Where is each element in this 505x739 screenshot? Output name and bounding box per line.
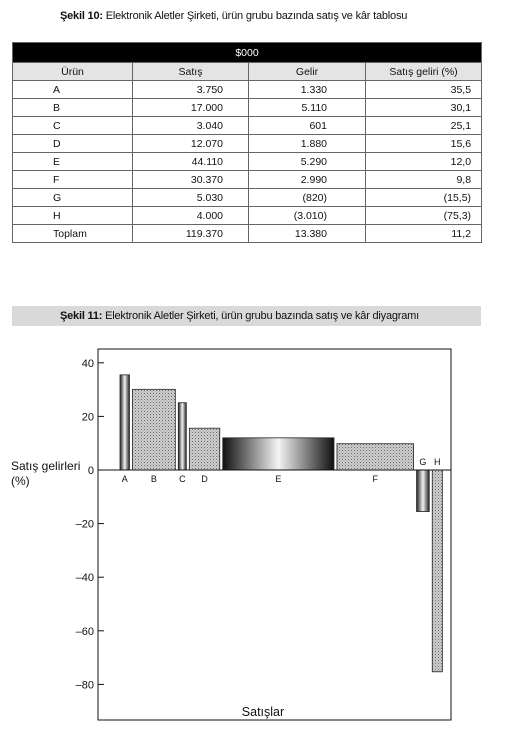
cell-sales: 4.000: [132, 206, 249, 225]
table-header-satis-geliri: Satış geliri (%): [364, 62, 483, 81]
table-row: C 3.040 601 25,1: [12, 116, 483, 135]
table-total-row: Toplam 119.370 13.380 11,2: [12, 224, 483, 243]
y-tick-label: –40: [76, 572, 94, 584]
cell-sales: 3.040: [132, 116, 249, 135]
bar-label-f: F: [373, 474, 379, 484]
bar-g: [416, 469, 430, 512]
cell-product: H: [12, 206, 133, 225]
bar-label-e: E: [275, 474, 281, 484]
cell-income: 1.880: [248, 134, 366, 153]
table-unit: $000: [11, 42, 483, 63]
cell-percent: 35,5: [364, 80, 483, 99]
cell-total-percent: 11,2: [364, 224, 483, 243]
cell-sales: 30.370: [132, 170, 249, 189]
bars: [119, 374, 443, 673]
y-axis: 40 20 0 –20 –40 –60 –80: [76, 358, 104, 691]
y-tick-label: –60: [76, 626, 94, 638]
figure-10-label: Şekil 10:: [60, 10, 103, 22]
table-row: H 4.000 (3.010) (75,3): [12, 206, 483, 225]
bar-labels: A B C D E F G H: [122, 457, 441, 484]
table-unit-row: $000: [11, 42, 483, 63]
cell-product: E: [12, 152, 133, 171]
cell-product: G: [12, 188, 133, 207]
cell-income: 1.330: [248, 80, 366, 99]
cell-income: 5.290: [248, 152, 366, 171]
figure-11-label: Şekil 11:: [60, 310, 103, 322]
bar-d: [188, 427, 221, 471]
table-header-gelir: Gelir: [248, 62, 366, 81]
bar-b: [132, 388, 176, 471]
cell-percent: 9,8: [364, 170, 483, 189]
bar-label-a: A: [122, 474, 128, 484]
bar-h: [431, 469, 443, 673]
figure-10-text: Elektronik Aletler Şirketi, ürün grubu b…: [105, 10, 408, 22]
table-row: F 30.370 2.990 9,8: [12, 170, 483, 189]
bar-c: [177, 402, 187, 471]
table-header-urun: Ürün: [12, 62, 133, 81]
table-row: D 12.070 1.880 15,6: [12, 134, 483, 153]
y-tick-label: –80: [76, 679, 94, 691]
cell-sales: 3.750: [132, 80, 249, 99]
y-tick-label: –20: [76, 519, 94, 531]
y-axis-label-line2: (%): [11, 474, 30, 488]
plot-frame: [97, 348, 452, 721]
cell-income: 5.110: [248, 98, 366, 117]
y-tick-label: 40: [82, 358, 94, 370]
cell-percent: (75,3): [364, 206, 483, 225]
y-axis-label-line1: Satış gelirleri: [11, 459, 80, 473]
x-axis-label: Satışlar: [242, 705, 284, 719]
bar-f: [336, 443, 414, 471]
bar-label-h: H: [434, 457, 441, 467]
figure-10-title: Şekil 10: Elektronik Aletler Şirketi, ür…: [60, 10, 407, 22]
cell-income: (820): [248, 188, 366, 207]
bar-label-d: D: [201, 474, 208, 484]
figure-11-text: Elektronik Aletler Şirketi, ürün grubu b…: [105, 310, 420, 322]
table-header-satis: Satış: [132, 62, 249, 81]
figure-11-title-bar: [12, 306, 481, 326]
y-tick-label: 20: [82, 411, 94, 423]
cell-product: B: [12, 98, 133, 117]
table-header-row: Ürün Satış Gelir Satış geliri (%): [12, 62, 483, 81]
sales-profit-chart: 40 20 0 –20 –40 –60 –80 A B C D E F G H Satış gelirle…: [11, 348, 452, 721]
bar-e: [222, 437, 335, 471]
cell-total-income: 13.380: [248, 224, 366, 243]
cell-product: F: [12, 170, 133, 189]
cell-product: A: [12, 80, 133, 99]
cell-sales: 12.070: [132, 134, 249, 153]
bar-a: [119, 374, 130, 471]
cell-percent: (15,5): [364, 188, 483, 207]
cell-income: (3.010): [248, 206, 366, 225]
table-row: A 3.750 1.330 35,5: [12, 80, 483, 99]
figure-11-title: Şekil 11: Elektronik Aletler Şirketi, ür…: [60, 310, 419, 322]
cell-percent: 12,0: [364, 152, 483, 171]
cell-sales: 44.110: [132, 152, 249, 171]
cell-product: C: [12, 116, 133, 135]
cell-sales: 5.030: [132, 188, 249, 207]
cell-total-label: Toplam: [12, 224, 133, 243]
cell-product: D: [12, 134, 133, 153]
table-row: G 5.030 (820) (15,5): [12, 188, 483, 207]
cell-percent: 25,1: [364, 116, 483, 135]
cell-percent: 30,1: [364, 98, 483, 117]
cell-percent: 15,6: [364, 134, 483, 153]
cell-sales: 17.000: [132, 98, 249, 117]
bar-label-g: G: [419, 457, 426, 467]
cell-income: 601: [248, 116, 366, 135]
bar-label-c: C: [179, 474, 186, 484]
table-row: E 44.110 5.290 12,0: [12, 152, 483, 171]
bar-label-b: B: [151, 474, 157, 484]
cell-total-sales: 119.370: [132, 224, 249, 243]
y-tick-label: 0: [88, 465, 94, 477]
table-row: B 17.000 5.110 30,1: [12, 98, 483, 117]
sales-table: $000 Ürün Satış Gelir Satış geliri (%) A…: [11, 42, 483, 243]
cell-income: 2.990: [248, 170, 366, 189]
